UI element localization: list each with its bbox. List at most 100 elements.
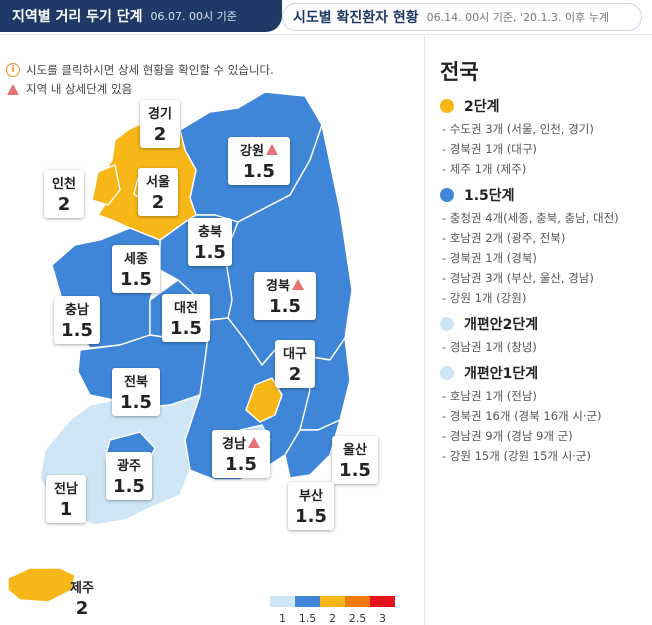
region-level: 1.5 xyxy=(113,476,145,497)
level-dot-icon xyxy=(440,317,454,331)
category-item: - 제주 1개 (제주) xyxy=(442,162,527,176)
info-icon: i xyxy=(6,63,20,77)
region-name: 제주 xyxy=(70,581,94,596)
region-name: 서울 xyxy=(146,175,170,190)
region-label[interactable]: 광주 1.5 xyxy=(106,452,152,500)
region-name: 광주 xyxy=(117,459,141,474)
tab-cases-date: 06.14. 00시 기준, '20.1.3. 이후 누계 xyxy=(426,11,609,24)
level-dot-icon xyxy=(440,188,454,202)
summary-title: 전국 xyxy=(440,60,479,84)
region-name: 경남 xyxy=(218,433,264,452)
region-level: 1.5 xyxy=(269,296,301,317)
region-level: 1.5 xyxy=(243,161,275,182)
region-label[interactable]: 부산 1.5 xyxy=(288,482,334,530)
region-name: 세종 xyxy=(124,252,148,267)
level-category: 개편안2단계 xyxy=(440,314,650,334)
region-name: 경기 xyxy=(148,107,172,122)
region-level: 2 xyxy=(153,124,167,145)
region-jeju[interactable] xyxy=(7,567,76,603)
region-name: 경북 xyxy=(260,275,310,294)
legend-swatch xyxy=(345,596,370,607)
region-label[interactable]: 세종 1.5 xyxy=(112,245,160,293)
tab-bar: 지역별 거리 두기 단계 06.07. 00시 기준 시도별 확진환자 현황 0… xyxy=(0,0,652,34)
legend-swatch xyxy=(370,596,395,607)
sidebar-divider xyxy=(424,36,425,625)
warning-triangle-icon xyxy=(265,144,278,155)
click-notice: i 시도를 클릭하시면 상세 현황을 확인할 수 있습니다. xyxy=(6,62,274,78)
category-item: - 호남권 1개 (전남) xyxy=(442,389,537,403)
region-level: 1.5 xyxy=(295,506,327,527)
region-level: 1.5 xyxy=(225,454,257,475)
region-label[interactable]: 대구 2 xyxy=(275,340,315,388)
category-item: - 경북권 16개 (경북 16개 시·군) xyxy=(442,409,602,423)
category-item: - 강원 15개 (강원 15개 시·군) xyxy=(442,449,591,463)
region-name: 울산 xyxy=(343,443,367,458)
region-level: 2 xyxy=(288,364,302,385)
region-name: 부산 xyxy=(299,489,323,504)
category-item: - 경남권 1개 (창녕) xyxy=(442,340,537,354)
legend-label: 1.5 xyxy=(298,612,317,625)
category-item: - 경남권 9개 (경남 9개 군) xyxy=(442,429,573,443)
legend-color-bar xyxy=(270,596,395,607)
region-level: 2 xyxy=(57,194,71,215)
legend-swatch xyxy=(295,596,320,607)
region-level: 1.5 xyxy=(170,318,202,339)
tab-confirmed-cases[interactable]: 시도별 확진환자 현황 06.14. 00시 기준, '20.1.3. 이후 누… xyxy=(282,3,642,31)
region-name: 대구 xyxy=(283,347,307,362)
region-level: 1.5 xyxy=(120,392,152,413)
region-incheon[interactable] xyxy=(91,164,121,206)
region-name: 전북 xyxy=(124,375,148,390)
region-level: 1 xyxy=(59,499,73,520)
region-level: 1.5 xyxy=(120,269,152,290)
level-category: 1.5단계 xyxy=(440,185,650,205)
warning-notice: 지역 내 상세단계 있음 xyxy=(6,81,132,97)
legend-swatch xyxy=(320,596,345,607)
region-label[interactable]: 서울 2 xyxy=(138,168,178,216)
region-level: 1.5 xyxy=(61,320,93,341)
region-name: 충북 xyxy=(198,225,222,240)
region-label[interactable]: 전남 1 xyxy=(46,475,86,523)
region-level: 1.5 xyxy=(194,242,226,263)
category-item: - 경남권 3개 (부산, 울산, 경남) xyxy=(442,271,594,285)
category-item: - 강원 1개 (강원) xyxy=(442,291,527,305)
region-label[interactable]: 대전 1.5 xyxy=(162,294,210,342)
region-level: 1.5 xyxy=(339,460,371,481)
tab-distancing-date: 06.07. 00시 기준 xyxy=(150,10,237,23)
category-item: - 충청권 4개(세종, 충북, 충남, 대전) xyxy=(442,211,619,225)
region-label[interactable]: 충남 1.5 xyxy=(54,296,100,344)
region-label[interactable]: 경북 1.5 xyxy=(254,272,316,320)
warning-triangle-icon xyxy=(291,279,304,290)
region-name: 대전 xyxy=(174,301,198,316)
level-dot-icon xyxy=(440,99,454,113)
level-category: 개편안1단계 xyxy=(440,363,650,383)
region-daegu[interactable] xyxy=(245,377,283,423)
tab-distancing-title: 지역별 거리 두기 단계 xyxy=(12,9,143,25)
level-legend: 1 1.5 2 2.5 3 xyxy=(270,596,395,625)
level-dot-icon xyxy=(440,366,454,380)
region-label[interactable]: 전북 1.5 xyxy=(112,368,160,416)
region-label[interactable]: 강원 1.5 xyxy=(228,137,290,185)
region-label[interactable]: 인천 2 xyxy=(44,170,84,218)
region-level: 2 xyxy=(151,192,165,213)
legend-label: 3 xyxy=(379,612,386,625)
region-name: 강원 xyxy=(234,140,284,159)
legend-label: 2.5 xyxy=(348,612,367,625)
category-item: - 경북권 1개 (경북) xyxy=(442,251,537,265)
summary-categories: 2단계 - 수도권 3개 (서울, 인천, 경기) - 경북권 1개 (대구) - 제… xyxy=(440,96,650,464)
region-label[interactable]: 경남 1.5 xyxy=(212,430,270,478)
region-name: 전남 xyxy=(54,482,78,497)
region-label[interactable]: 경기 2 xyxy=(140,100,180,148)
region-label[interactable]: 충북 1.5 xyxy=(188,218,232,266)
region-label[interactable]: 울산 1.5 xyxy=(332,436,378,484)
level-category: 2단계 xyxy=(440,96,650,116)
summary-panel: 전국 2단계 - 수도권 3개 (서울, 인천, 경기) - 경북권 1개 (대구)… xyxy=(440,56,650,468)
category-item: - 호남권 2개 (광주, 전북) xyxy=(442,231,566,245)
category-item: - 수도권 3개 (서울, 인천, 경기) xyxy=(442,122,594,136)
warning-notice-text: 지역 내 상세단계 있음 xyxy=(26,82,133,96)
category-item: - 경북권 1개 (대구) xyxy=(442,142,537,156)
tab-cases-title: 시도별 확진환자 현황 xyxy=(293,10,419,26)
legend-label: 2 xyxy=(329,612,336,625)
region-label[interactable]: 제주 2 xyxy=(60,574,104,622)
tab-distancing-levels[interactable]: 지역별 거리 두기 단계 06.07. 00시 기준 xyxy=(0,0,282,32)
legend-labels: 1 1.5 2 2.5 3 xyxy=(270,612,395,625)
